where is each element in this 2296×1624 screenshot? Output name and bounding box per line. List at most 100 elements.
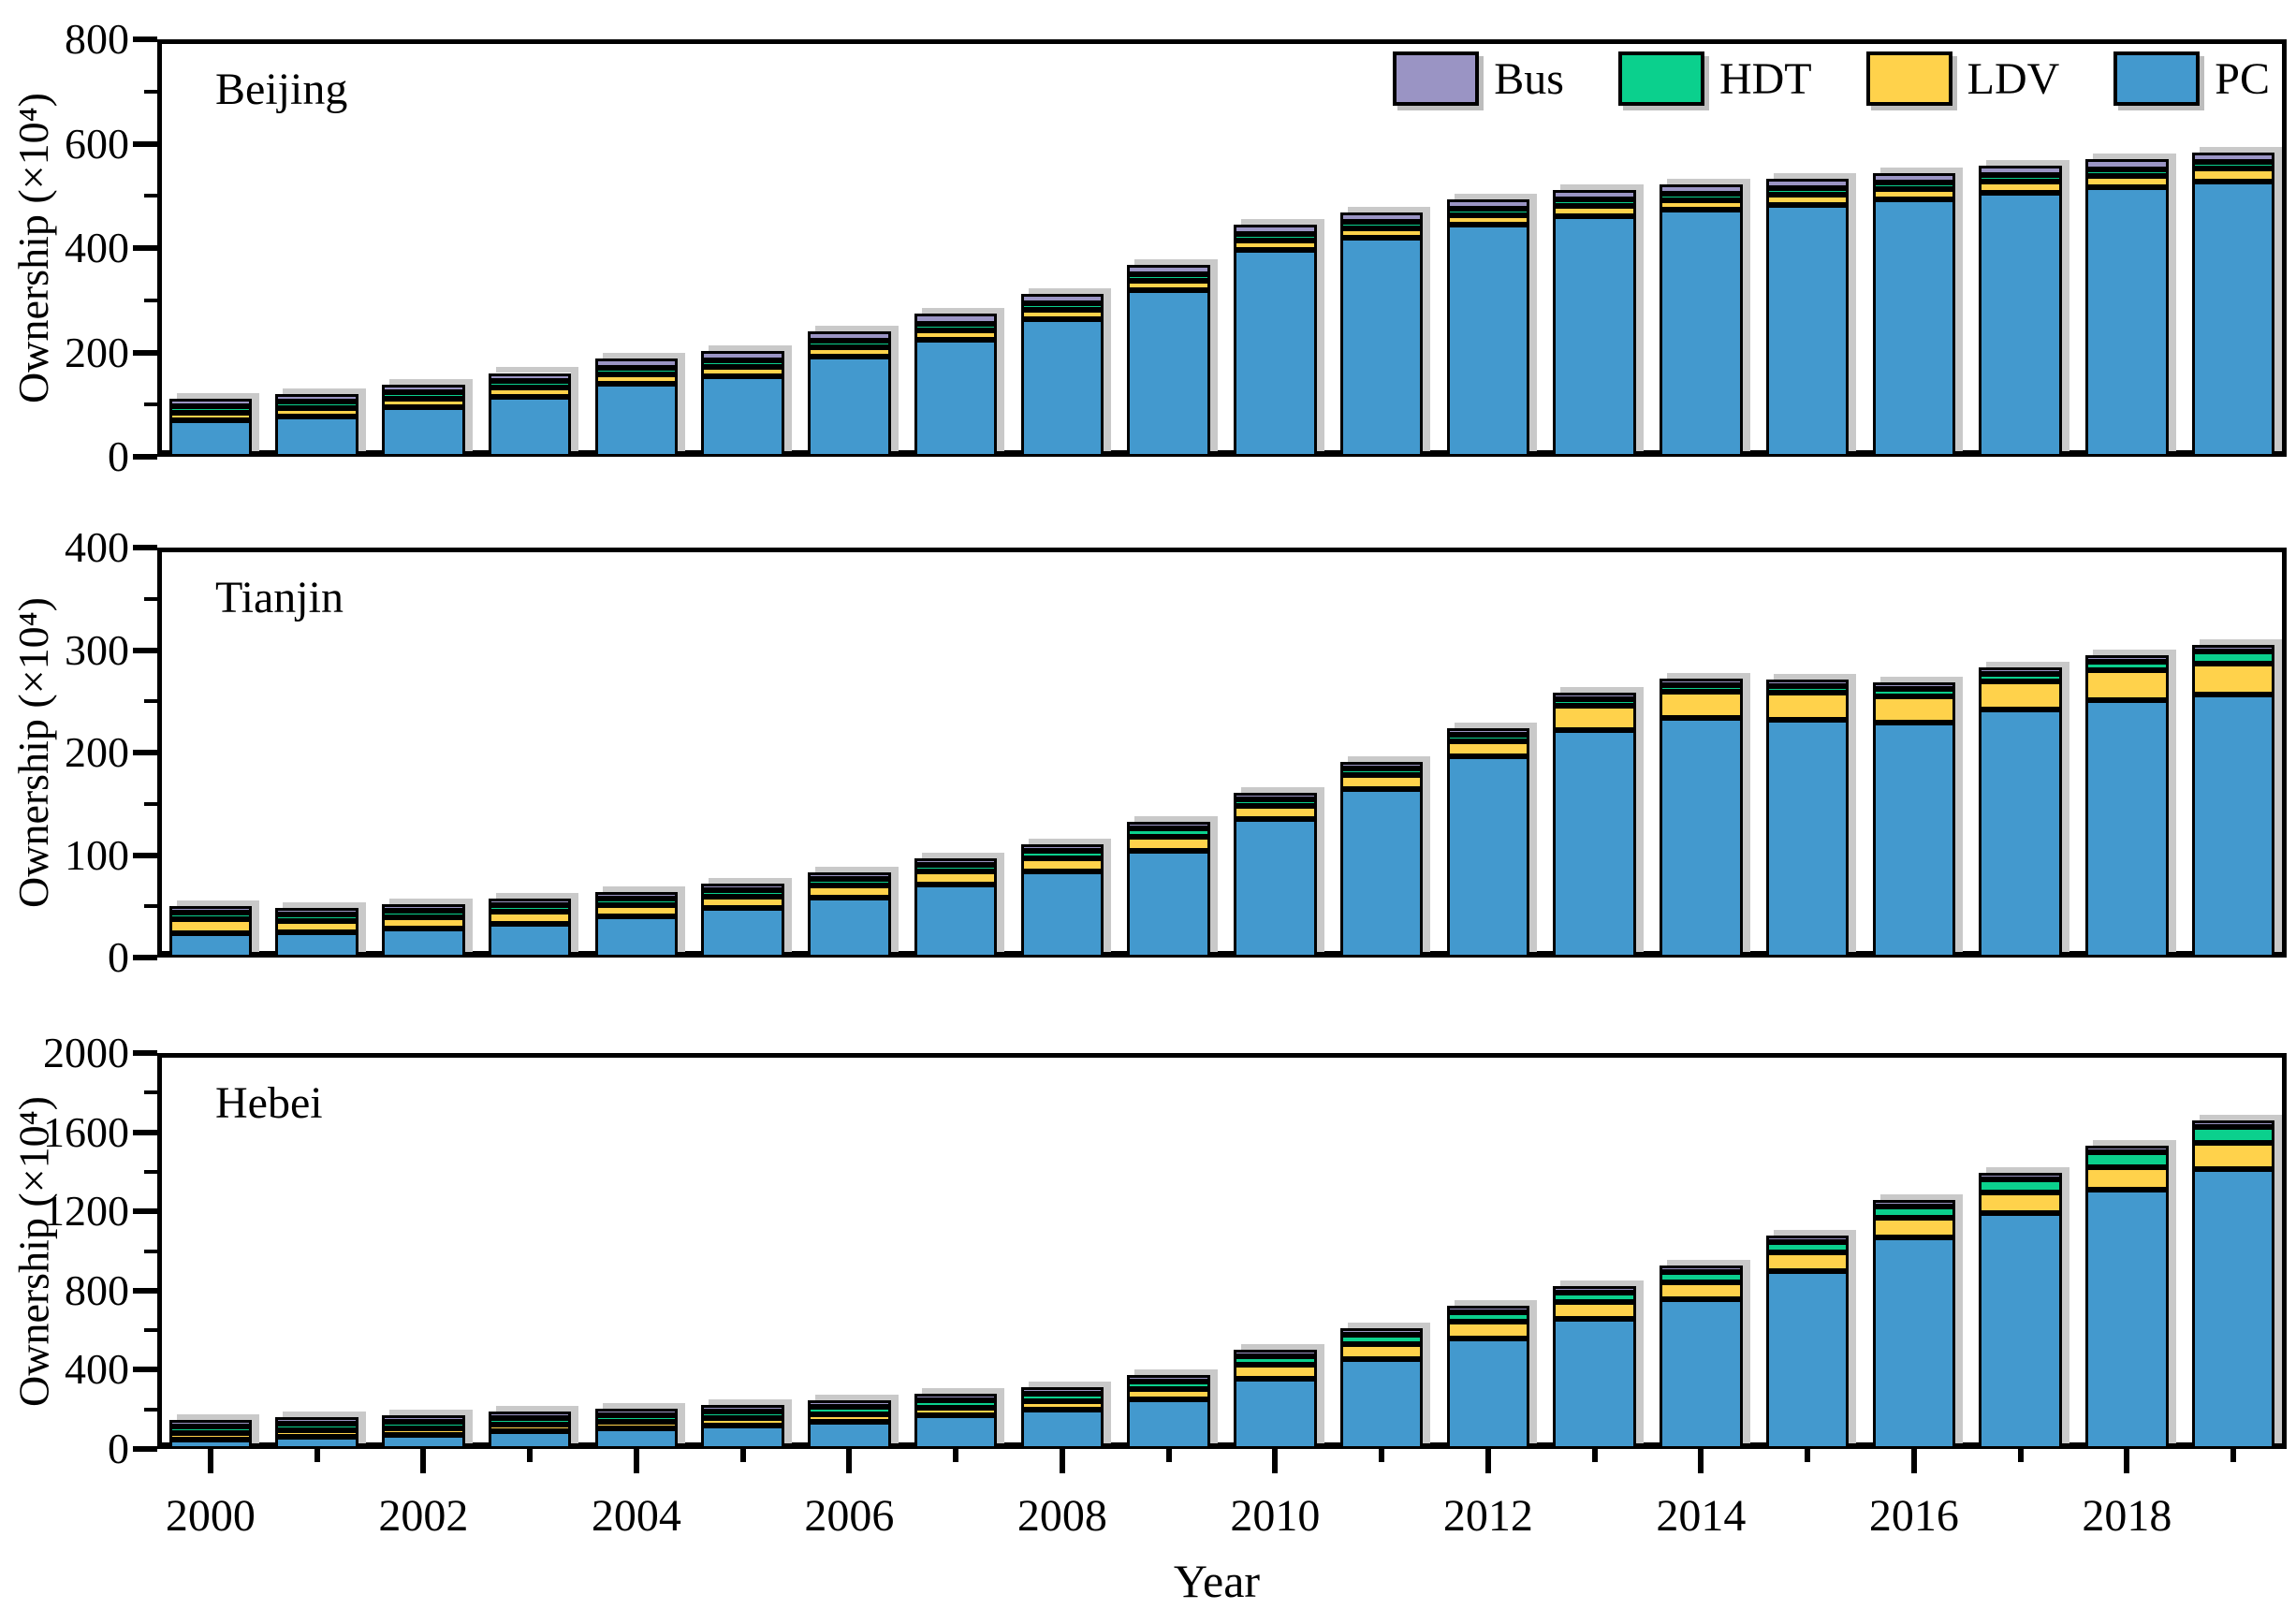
bar-segment-pc [168,419,253,457]
y-tick-label: 600 [65,119,129,168]
legend-item-pc: PC [2113,51,2270,106]
bar-segment-hdt [701,890,784,898]
bar-segment-hdt [2191,651,2275,664]
bar-segment-ldv [1553,705,1636,730]
bar-hebei-2010 [1234,1350,1317,1449]
bar-beijing-2014 [1660,183,1743,457]
y-tick [133,37,157,42]
bar-segment-bus [1446,727,1530,735]
bar-segment-pc [2085,1189,2169,1449]
bar-segment-pc [914,885,998,958]
bar-segment-ldv [1127,280,1210,290]
bar-segment-pc [2085,700,2169,958]
bar-segment-hdt [1446,208,1530,215]
bar-segment-bus [1234,792,1317,799]
bar-segment-ldv [808,346,891,357]
bar-segment-bus [1234,225,1317,235]
bar-beijing-2005 [701,351,784,457]
bar-segment-hdt [1339,768,1424,776]
bar-segment-ldv [2085,175,2169,187]
bar-hebei-2012 [1446,1306,1530,1449]
y-tick [133,454,157,460]
bar-segment-ldv [2191,663,2275,695]
y-tick-label: 400 [65,523,129,571]
bar-hebei-2018 [2085,1146,2169,1449]
bar-beijing-2011 [1339,212,1424,457]
bar-segment-pc [914,339,998,457]
x-tick [1059,1449,1065,1473]
bar-segment-hdt [1339,1335,1424,1344]
bar-beijing-2007 [914,314,998,457]
x-minor-tick [1165,1449,1172,1462]
bar-segment-ldv [382,1427,465,1435]
bar-segment-hdt [1979,1179,2062,1193]
bar-segment-hdt [808,1407,891,1414]
y-axis-title-beijing: Ownership (×10⁴) [9,93,57,403]
bar-beijing-2015 [1765,179,1850,457]
y-tick-label: 100 [65,830,129,879]
bar-beijing-2001 [275,394,358,457]
bar-segment-hdt [1660,1271,1743,1282]
bar-segment-ldv [1127,1389,1210,1400]
x-tick-label: 2004 [591,1491,681,1541]
bar-segment-pc [1660,717,1743,958]
y-minor-tick [144,904,157,909]
bar-hebei-2004 [594,1408,679,1449]
bar-hebei-2002 [382,1414,465,1449]
bar-segment-ldv [382,917,465,929]
bar-tianjin-2015 [1765,680,1850,958]
bar-beijing-2006 [808,330,891,457]
bar-segment-ldv [168,413,253,420]
bar-segment-pc [1020,1410,1104,1449]
bar-segment-pc [1127,289,1210,457]
bar-segment-ldv [168,919,253,933]
bar-beijing-2017 [1979,166,2062,457]
x-minor-tick [1805,1449,1811,1462]
y-tick-label: 200 [65,728,129,776]
bar-tianjin-2006 [808,872,891,958]
bar-segment-pc [1339,238,1424,457]
bar-segment-ldv [1765,195,1850,206]
bar-segment-bus [382,1414,465,1422]
y-minor-tick [144,89,157,94]
bar-segment-ldv [1234,805,1317,820]
bar-segment-hdt [1765,686,1850,694]
bar-segment-ldv [275,920,358,932]
bar-tianjin-2011 [1339,762,1424,958]
y-tick [133,1050,157,1056]
y-minor-tick [144,1407,157,1412]
bar-hebei-2015 [1765,1235,1850,1449]
panel-title-hebei: Hebei [215,1078,323,1128]
bar-segment-bus [808,1400,891,1408]
x-tick [207,1449,213,1473]
bar-hebei-2005 [701,1405,784,1449]
bar-segment-pc [488,1431,572,1449]
y-minor-tick [144,801,157,806]
bar-hebei-2019 [2191,1120,2275,1449]
bar-tianjin-2019 [2191,644,2275,958]
bar-tianjin-2009 [1127,822,1210,958]
bar-segment-bus [808,872,891,880]
x-tick [1910,1449,1917,1473]
bar-segment-bus [2085,1146,2169,1153]
bar-segment-ldv [1020,857,1104,872]
bar-segment-hdt [382,1421,465,1428]
bar-segment-bus [594,892,679,900]
y-tick [133,750,157,755]
x-minor-tick [2017,1449,2024,1462]
bar-segment-ldv [488,1425,572,1432]
bar-segment-pc [1446,225,1530,457]
bar-segment-ldv [1979,182,2062,193]
bar-tianjin-2018 [2085,654,2169,958]
legend-item-ldv: LDV [1865,51,2060,106]
bar-segment-pc [2085,186,2169,457]
bar-segment-pc [1979,1213,2062,1449]
bar-segment-bus [382,904,465,912]
legend-label: PC [2215,53,2270,104]
legend-label: LDV [1967,53,2060,104]
bar-segment-ldv [1127,836,1210,852]
bar-segment-hdt [1127,1381,1210,1390]
bar-segment-bus [1127,1374,1210,1382]
y-minor-tick [144,1249,157,1253]
bar-tianjin-2017 [1979,666,2062,958]
